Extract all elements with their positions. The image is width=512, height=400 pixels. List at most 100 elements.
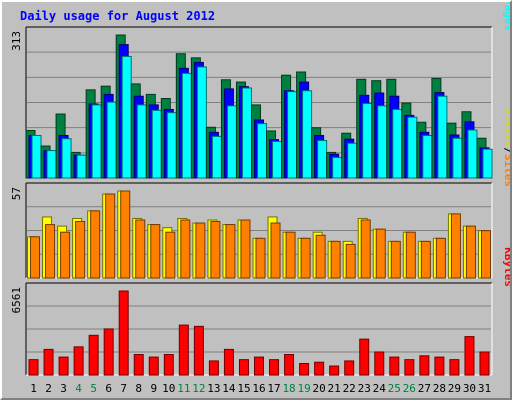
bar-kbytes [223, 348, 234, 376]
legend-item: Visits [502, 108, 510, 148]
bar-pages [422, 135, 433, 179]
bar-pages [106, 101, 117, 179]
bar-kbytes [178, 324, 189, 376]
bar-kbytes [329, 365, 340, 376]
bar-sites [135, 219, 146, 279]
bar-kbytes [193, 325, 204, 376]
x-tick-label: 7 [120, 382, 127, 395]
bar-pages [257, 123, 267, 179]
bar-kbytes [58, 356, 69, 376]
bar-sites [420, 240, 431, 279]
bar-kbytes [389, 356, 400, 376]
bar-sites [195, 222, 206, 279]
bar-pages [121, 55, 132, 179]
x-tick-label: 26 [403, 382, 416, 395]
x-tick-label: 12 [192, 382, 205, 395]
bar-kbytes [284, 354, 295, 376]
bar-sites [240, 219, 251, 279]
bar-kbytes [208, 360, 219, 376]
x-tick-label: 3 [60, 382, 67, 395]
x-tick-label: 10 [162, 382, 175, 395]
bar-kbytes [314, 361, 325, 376]
bar-kbytes [254, 356, 264, 376]
bar-sites [165, 231, 176, 279]
bar-kbytes [148, 356, 159, 376]
bar-sites [150, 224, 161, 279]
x-tick-label: 14 [222, 382, 236, 395]
bar-pages [392, 108, 403, 179]
bar-pages [196, 66, 207, 179]
x-tick-label: 11 [177, 382, 190, 395]
legend-kbytes: KBytes [502, 247, 510, 287]
bar-pages [347, 142, 358, 179]
bar-sites [30, 236, 41, 279]
bar-sites [405, 231, 416, 279]
bar-kbytes [299, 362, 310, 376]
bar-kbytes [359, 338, 370, 376]
bar-sites [315, 234, 326, 279]
bar-pages [241, 87, 252, 179]
bar-kbytes [238, 359, 249, 376]
bar-sites [300, 237, 311, 279]
bar-kbytes [479, 351, 490, 376]
bar-kbytes [43, 348, 54, 376]
bar-pages [31, 135, 42, 179]
y-max-label: 313 [10, 31, 23, 51]
legend-visits-sites: Visits/Sites [502, 108, 510, 188]
bar-pages [407, 116, 418, 179]
bar-kbytes [73, 346, 84, 376]
bar-pages [467, 129, 478, 179]
y-max-label: 6561 [10, 287, 23, 314]
bar-sites [225, 224, 236, 279]
bar-sites [270, 222, 281, 279]
bar-kbytes [404, 359, 415, 376]
bar-pages [136, 104, 147, 179]
bar-pages [362, 103, 373, 179]
x-tick-label: 22 [343, 382, 356, 395]
bar-pages [226, 105, 237, 179]
bar-pages [287, 91, 298, 179]
bar-pages [151, 109, 162, 179]
x-tick-label: 8 [135, 382, 142, 395]
y-max-label: 57 [10, 187, 23, 200]
x-tick-label: 27 [418, 382, 431, 395]
bar-sites [60, 231, 71, 279]
bar-kbytes [88, 334, 99, 376]
bar-pages [377, 105, 388, 179]
bar-sites [210, 221, 221, 279]
bar-kbytes [419, 355, 430, 376]
bar-sites [345, 243, 356, 279]
bar-sites [465, 225, 476, 279]
x-tick-label: 16 [252, 382, 265, 395]
bar-sites [330, 240, 341, 279]
bar-pages [91, 104, 102, 179]
bar-sites [360, 219, 371, 279]
x-tick-label: 13 [207, 382, 220, 395]
bar-sites [75, 221, 86, 279]
bar-pages [166, 112, 177, 179]
bar-kbytes [269, 359, 280, 376]
bar-kbytes [163, 354, 174, 376]
bar-pages [452, 137, 463, 179]
bar-kbytes [449, 359, 460, 376]
bar-sites [90, 210, 101, 279]
x-tick-label: 4 [75, 382, 82, 395]
x-tick-label: 6 [105, 382, 112, 395]
bar-pages [332, 156, 343, 179]
bar-sites [375, 228, 386, 279]
x-tick-label: 5 [90, 382, 97, 395]
legend-item: / [502, 147, 510, 154]
x-tick-label: 9 [150, 382, 157, 395]
bar-kbytes [133, 354, 144, 376]
x-tick-label: 30 [463, 382, 476, 395]
bar-sites [435, 237, 446, 279]
bar-sites [450, 213, 461, 279]
bar-pages [482, 148, 493, 179]
bar-pages [46, 150, 57, 179]
x-tick-label: 15 [237, 382, 250, 395]
bar-kbytes [464, 336, 475, 376]
x-tick-label: 1 [30, 382, 37, 395]
bar-sites [105, 193, 116, 279]
